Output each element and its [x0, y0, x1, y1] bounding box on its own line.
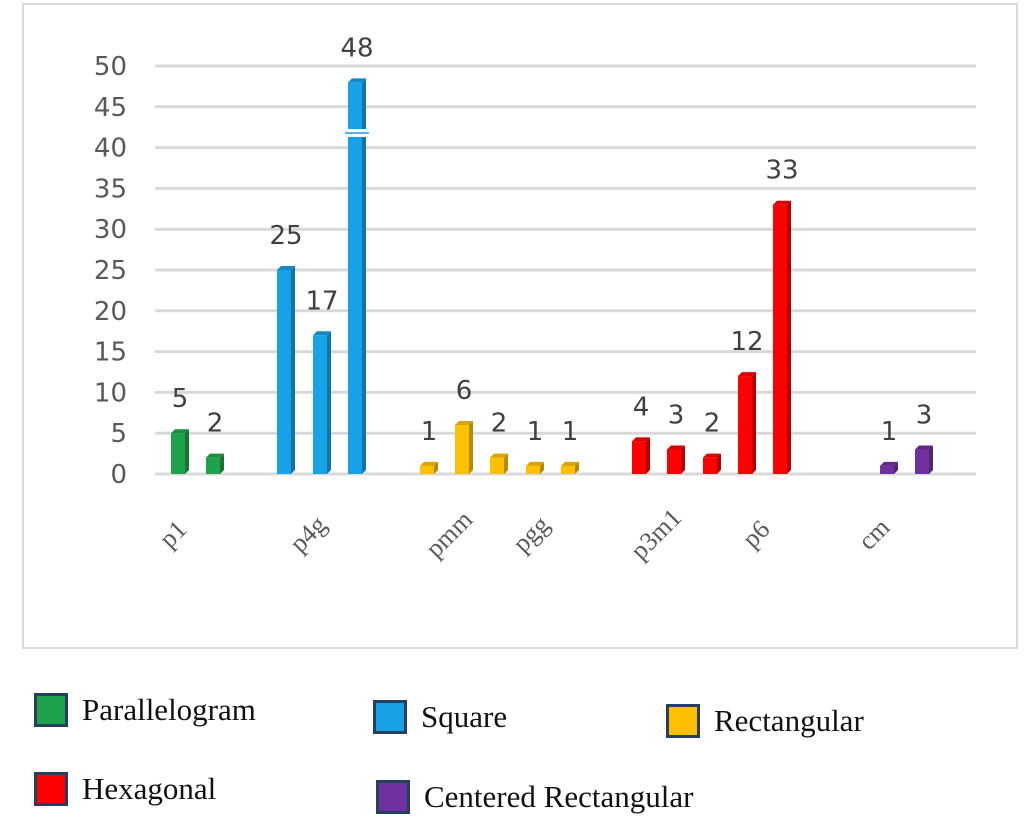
legend-swatch	[373, 700, 407, 734]
y-tick-label: 5	[110, 419, 127, 449]
data-label: 4	[633, 392, 650, 422]
bar-centered-rectangular	[880, 461, 898, 474]
x-category-label: p3m1	[625, 503, 687, 565]
y-tick-label: 50	[94, 52, 127, 82]
data-label: 6	[456, 376, 473, 406]
x-category-label: p4g	[284, 510, 332, 558]
x-category-label: p1	[154, 515, 193, 554]
bar-hexagonal	[632, 437, 650, 474]
legend-label: Rectangular	[714, 703, 864, 738]
legend-swatch	[34, 693, 68, 727]
y-tick-label: 45	[94, 93, 127, 123]
data-label: 1	[527, 417, 544, 447]
bar-rectangular	[526, 461, 544, 474]
bar-hexagonal	[667, 445, 685, 474]
y-tick-label: 0	[110, 460, 127, 490]
bar-hexagonal	[738, 372, 756, 474]
x-category-label: pgg	[507, 510, 555, 558]
data-label: 3	[916, 401, 933, 431]
legend-item-hexagonal: Hexagonal	[34, 769, 216, 809]
y-tick-label: 15	[94, 338, 127, 368]
y-tick-label: 25	[94, 256, 127, 286]
legend-item-rectangular: Rectangular	[666, 701, 864, 741]
data-label: 3	[668, 401, 685, 431]
bar-parallelogram	[171, 429, 189, 474]
data-label: 1	[881, 417, 898, 447]
legend-label: Square	[421, 699, 508, 734]
bar-square	[348, 78, 366, 474]
data-label: 2	[491, 409, 508, 439]
legend-swatch	[34, 772, 68, 806]
data-label: 5	[172, 384, 189, 414]
bar-centered-rectangular	[915, 445, 933, 474]
bar-rectangular	[420, 461, 438, 474]
legend-label: Parallelogram	[82, 692, 256, 727]
bar-square	[313, 331, 331, 474]
y-tick-label: 35	[94, 174, 127, 204]
legend-item-square: Square	[373, 697, 507, 737]
y-tick-label: 20	[94, 297, 127, 327]
legend-label: Centered Rectangular	[424, 779, 694, 814]
data-label: 2	[207, 409, 224, 439]
legend-swatch	[666, 704, 700, 738]
data-label: 1	[562, 417, 579, 447]
bar-rectangular	[561, 461, 579, 474]
legend-item-centered-rectangular: Centered Rectangular	[376, 777, 693, 817]
data-label: 17	[305, 286, 338, 316]
bar-hexagonal	[703, 453, 721, 474]
legend-label: Hexagonal	[82, 771, 217, 806]
data-label: 25	[269, 221, 302, 251]
legend-item-parallelogram: Parallelogram	[34, 690, 256, 730]
bar-rectangular	[490, 453, 508, 474]
data-label: 48	[340, 33, 373, 63]
x-category-label: cm	[853, 513, 896, 556]
data-label: 1	[421, 417, 438, 447]
y-tick-label: 40	[94, 134, 127, 164]
data-label: 2	[704, 409, 721, 439]
bar-square	[277, 266, 295, 474]
x-category-label: pmm	[420, 505, 478, 563]
bar-hexagonal	[773, 200, 791, 474]
chart-frame: 0 5 10 15 20 25 30 35 40 45 50 5 2 25 17 48 1 6 2 1 1 4 3 2 12 33…	[22, 3, 1018, 649]
x-category-label: p6	[737, 515, 776, 554]
data-label: 12	[730, 327, 763, 357]
bar-parallelogram	[206, 453, 224, 474]
bar-rectangular	[455, 421, 473, 474]
y-tick-label: 10	[94, 378, 127, 408]
legend-swatch	[376, 780, 410, 814]
data-label: 33	[765, 156, 798, 186]
y-tick-label: 30	[94, 215, 127, 245]
